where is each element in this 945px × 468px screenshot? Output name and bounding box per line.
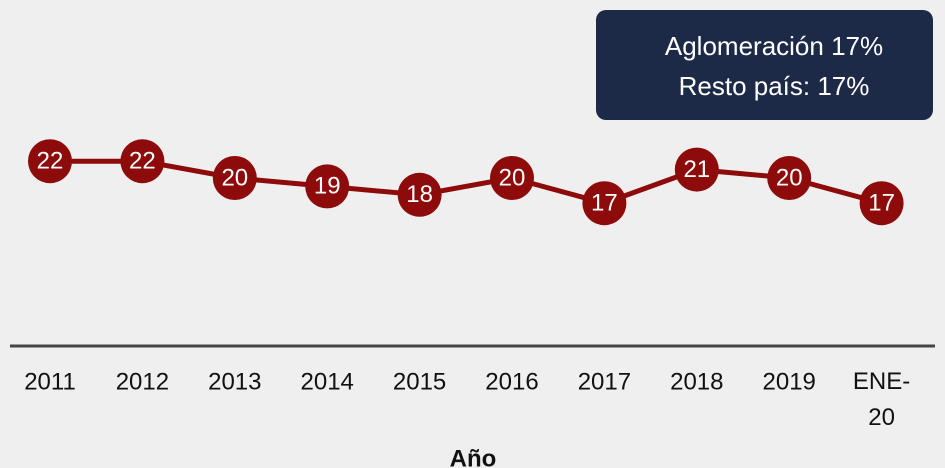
point (120, 139, 165, 184)
data-label: 17 (591, 190, 618, 217)
line (50, 158, 883, 206)
x-tick-label: 2014 (301, 368, 354, 395)
x-axis-label: Año (450, 445, 497, 468)
data-label: 18 (406, 181, 433, 208)
point (305, 164, 350, 209)
data-label: 17 (868, 190, 895, 217)
data-label: 20 (499, 164, 526, 191)
x-tick-label: ENE- 20 (853, 368, 910, 431)
point (582, 181, 627, 226)
x-tick-label: 2011 (24, 368, 76, 395)
annotation-text: Resto país: 17% (679, 71, 870, 101)
annotation-box (596, 10, 933, 120)
x-tick-label: 2013 (208, 368, 261, 395)
point (859, 181, 904, 226)
data-label: 20 (776, 164, 803, 191)
data-label: 22 (37, 148, 64, 175)
data-label: 21 (683, 156, 710, 183)
x-tick-label: 2019 (763, 368, 816, 395)
point (490, 156, 534, 200)
point (674, 147, 719, 192)
x-tick-label-part: 20 (868, 404, 895, 431)
data-label: 19 (314, 173, 341, 200)
x-tick-label-part: ENE- (853, 368, 910, 395)
point (28, 139, 72, 184)
point (397, 172, 442, 217)
x-tick-label: 2016 (485, 368, 538, 395)
x-tick-label: 2012 (116, 368, 169, 395)
x-tick-label: 2015 (393, 368, 446, 395)
point (767, 156, 812, 200)
data-label: 22 (129, 148, 156, 175)
data-label: 20 (221, 164, 248, 191)
x-tick-label: 2017 (578, 368, 631, 395)
point (212, 156, 257, 200)
annotation-text: Aglomeración 17% (665, 31, 883, 61)
x-tick-label: 2018 (670, 368, 723, 395)
